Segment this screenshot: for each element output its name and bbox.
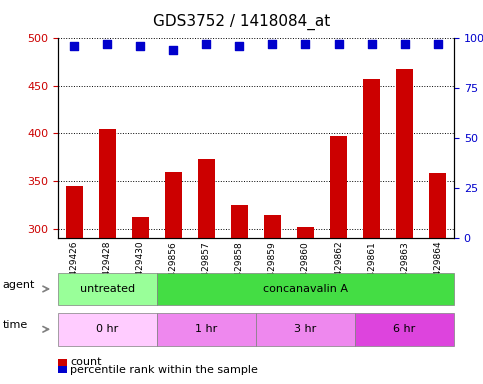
Point — [137, 43, 144, 50]
Point — [302, 41, 310, 48]
Point — [269, 41, 276, 48]
Bar — [99, 129, 116, 238]
Text: concanavalin A: concanavalin A — [263, 284, 348, 294]
Point — [71, 43, 78, 50]
Bar — [165, 172, 182, 238]
Text: agent: agent — [2, 280, 35, 290]
Point — [368, 41, 375, 48]
Point — [104, 41, 112, 48]
Bar — [66, 186, 83, 238]
Bar — [264, 215, 281, 238]
Point — [203, 41, 211, 48]
Point — [236, 43, 243, 50]
Bar — [396, 69, 413, 238]
Point — [335, 41, 342, 48]
Point — [401, 41, 409, 48]
Point — [434, 41, 441, 48]
Text: untreated: untreated — [80, 284, 135, 294]
Bar — [198, 159, 215, 238]
Bar — [297, 227, 314, 238]
Bar — [132, 217, 149, 238]
Text: 6 hr: 6 hr — [393, 324, 416, 334]
Text: 1 hr: 1 hr — [195, 324, 218, 334]
Text: GDS3752 / 1418084_at: GDS3752 / 1418084_at — [153, 13, 330, 30]
Text: time: time — [2, 320, 28, 331]
Text: count: count — [70, 357, 101, 367]
Text: 0 hr: 0 hr — [96, 324, 119, 334]
Text: percentile rank within the sample: percentile rank within the sample — [70, 365, 258, 375]
Bar — [363, 79, 380, 238]
Bar — [330, 136, 347, 238]
Bar — [429, 174, 446, 238]
Point — [170, 47, 177, 53]
Text: 3 hr: 3 hr — [294, 324, 317, 334]
Bar — [231, 205, 248, 238]
